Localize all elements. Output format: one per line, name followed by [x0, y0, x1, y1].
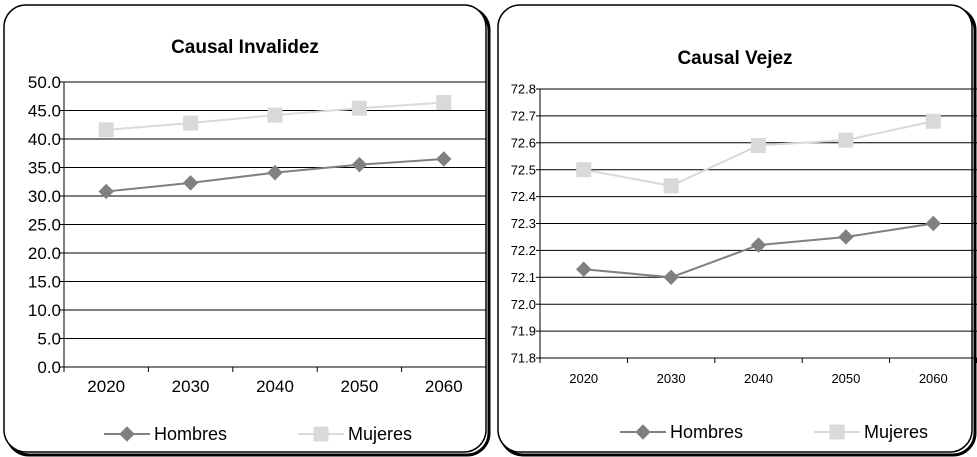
chart-frame	[3, 4, 487, 453]
legend-label-hombres: Hombres	[670, 422, 743, 442]
y-tick-label: 72.5	[511, 162, 536, 177]
y-tick-label: 5.0	[37, 329, 61, 348]
x-tick-label: 2020	[87, 377, 125, 396]
legend-label-mujeres: Mujeres	[348, 424, 412, 444]
y-tick-label: 40.0	[28, 130, 61, 149]
y-tick-label: 25.0	[28, 215, 61, 234]
legend-marker-hombres	[635, 424, 651, 440]
data-point-mujeres	[663, 178, 679, 194]
x-tick-label: 2060	[919, 371, 948, 386]
y-tick-label: 10.0	[28, 301, 61, 320]
data-point-mujeres	[183, 115, 199, 131]
chart-title: Causal Invalidez	[171, 37, 319, 58]
data-point-mujeres	[98, 122, 114, 138]
y-tick-label: 71.8	[511, 351, 536, 366]
x-tick-label: 2050	[340, 377, 378, 396]
data-point-hombres	[575, 261, 592, 277]
y-tick-label: 72.7	[511, 108, 536, 123]
x-tick-label: 2040	[744, 371, 773, 386]
x-tick-label: 2060	[425, 377, 463, 396]
x-tick-label: 2030	[657, 371, 686, 386]
data-point-hombres	[351, 156, 368, 173]
data-point-mujeres	[436, 95, 452, 111]
chart-panel-vejez: Causal Vejez 71.8 71.9 72.0 72.1 72.2 72.3 72.4…	[494, 0, 977, 457]
data-point-hombres	[182, 175, 199, 191]
y-tick-label: 30.0	[28, 187, 61, 206]
y-tick-label: 45.0	[28, 101, 61, 120]
chart-invalidez: Causal Invalidez 0.0 5.0 10.0 15.0 20.0 25.0 30…	[3, 4, 491, 457]
legend-label-hombres: Hombres	[154, 424, 227, 444]
y-tick-label: 15.0	[28, 272, 61, 291]
y-tick-label: 72.8	[511, 82, 536, 97]
legend-marker-hombres	[119, 426, 135, 442]
y-tick-label: 71.9	[511, 324, 536, 339]
data-point-hombres	[925, 215, 942, 232]
y-tick-label: 72.1	[511, 270, 536, 285]
data-point-hombres	[98, 183, 114, 200]
data-point-mujeres	[351, 100, 367, 116]
chart-title: Causal Vejez	[677, 48, 792, 69]
data-point-hombres	[663, 269, 679, 286]
y-tick-label: 0.0	[37, 358, 61, 377]
x-tick-label: 2040	[256, 377, 294, 396]
data-point-mujeres	[576, 162, 592, 178]
data-point-hombres	[838, 229, 854, 245]
data-point-mujeres	[838, 132, 854, 148]
y-tick-label: 72.6	[511, 135, 536, 150]
chart-panel-invalidez: Causal Invalidez 0.0 5.0 10.0 15.0 20.0 25.0 30…	[3, 4, 491, 457]
y-tick-label: 20.0	[28, 244, 61, 263]
data-point-hombres	[267, 164, 283, 181]
x-tick-label: 2050	[831, 371, 860, 386]
x-tick-label: 2020	[569, 371, 598, 386]
data-point-mujeres	[925, 113, 941, 129]
chart-frame	[497, 4, 973, 453]
y-tick-label: 72.2	[511, 243, 536, 258]
data-point-mujeres	[267, 107, 283, 123]
legend-marker-mujeres	[829, 424, 845, 440]
y-tick-label: 50.0	[28, 73, 61, 92]
legend-marker-mujeres	[313, 426, 329, 442]
y-tick-label: 35.0	[28, 158, 61, 177]
chart-vejez: Causal Vejez 71.8 71.9 72.0 72.1 72.2 72.3 72.4…	[497, 4, 977, 457]
data-point-hombres	[750, 237, 767, 253]
data-point-mujeres	[751, 137, 766, 153]
y-tick-label: 72.4	[511, 189, 536, 204]
legend-label-mujeres: Mujeres	[864, 422, 928, 442]
y-tick-label: 72.0	[511, 297, 536, 312]
x-tick-label: 2030	[172, 377, 210, 396]
data-point-hombres	[436, 151, 452, 167]
y-tick-label: 72.3	[511, 216, 536, 231]
